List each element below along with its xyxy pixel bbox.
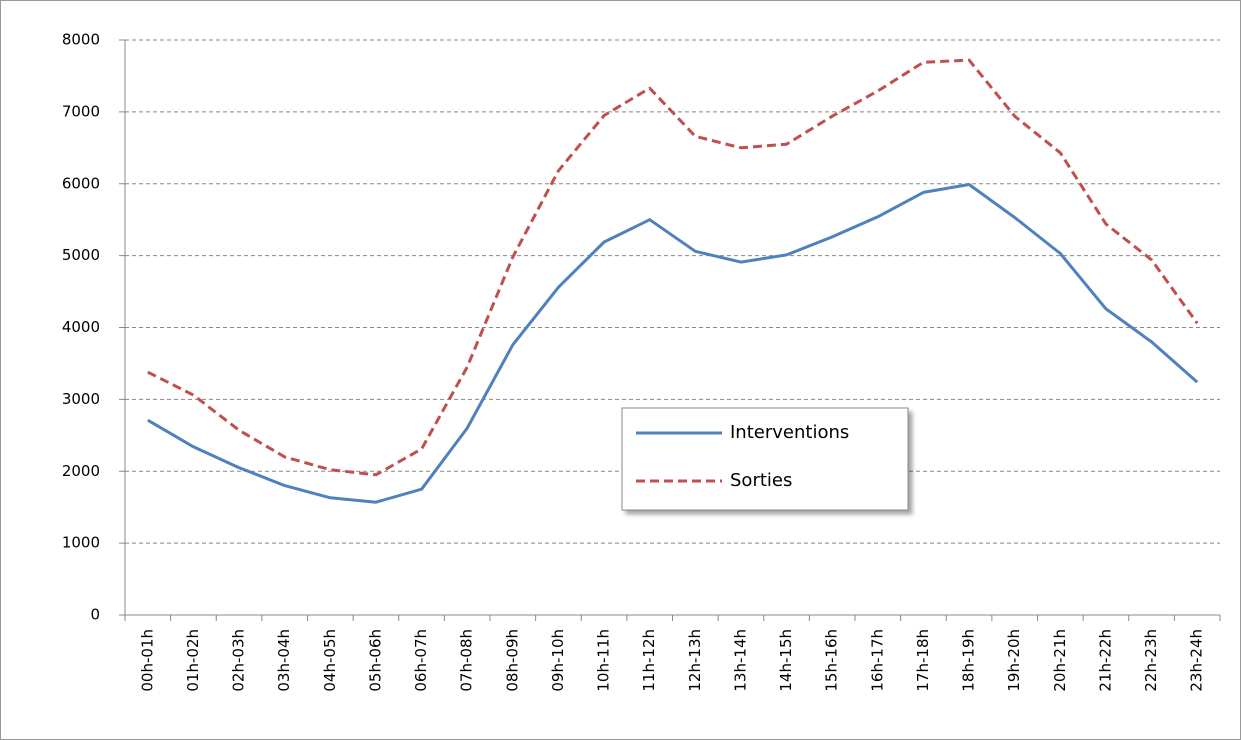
x-tick-label: 12h-13h [686, 629, 704, 692]
y-tick-label: 6000 [62, 174, 100, 192]
x-tick-label: 07h-08h [458, 629, 476, 692]
x-tick-label: 23h-24h [1188, 629, 1206, 692]
x-tick-label: 16h-17h [868, 629, 886, 692]
x-tick-label: 22h-23h [1142, 629, 1160, 692]
y-tick-label: 1000 [62, 534, 100, 552]
x-tick-label: 20h-21h [1051, 629, 1069, 692]
x-tick-label: 03h-04h [275, 629, 293, 692]
x-tick-label: 02h-03h [230, 629, 248, 692]
y-tick-label: 3000 [62, 390, 100, 408]
x-tick-label: 10h-11h [595, 629, 613, 692]
x-tick-label: 01h-02h [184, 629, 202, 692]
x-tick-label: 21h-22h [1096, 629, 1114, 692]
x-tick-label: 00h-01h [138, 629, 156, 692]
y-tick-label: 4000 [62, 318, 100, 336]
x-tick-label: 13h-14h [731, 629, 749, 692]
x-tick-label: 06h-07h [412, 629, 430, 692]
legend: Interventions Sorties [621, 407, 909, 511]
x-tick-label: 09h-10h [549, 629, 567, 692]
y-tick-label: 5000 [62, 246, 100, 264]
x-tick-label: 11h-12h [640, 629, 658, 692]
series-line [147, 58, 1199, 477]
y-tick-label: 7000 [62, 102, 100, 120]
x-tick-label: 19h-20h [1005, 629, 1023, 692]
y-tick-label: 2000 [62, 462, 100, 480]
x-tick-label: 14h-15h [777, 629, 795, 692]
x-tick-label: 17h-18h [914, 629, 932, 692]
legend-label: Sorties [730, 470, 792, 491]
x-tick-label: 04h-05h [321, 629, 339, 692]
x-tick-label: 18h-19h [960, 629, 978, 692]
x-tick-label: 15h-16h [823, 629, 841, 692]
y-tick-label: 0 [90, 606, 100, 624]
legend-box [621, 407, 909, 511]
x-tick-label: 08h-09h [503, 629, 521, 692]
x-tick-label: 05h-06h [366, 629, 384, 692]
y-tick-label: 8000 [62, 31, 100, 49]
legend-label: Interventions [730, 422, 849, 443]
series-line [147, 183, 1199, 504]
